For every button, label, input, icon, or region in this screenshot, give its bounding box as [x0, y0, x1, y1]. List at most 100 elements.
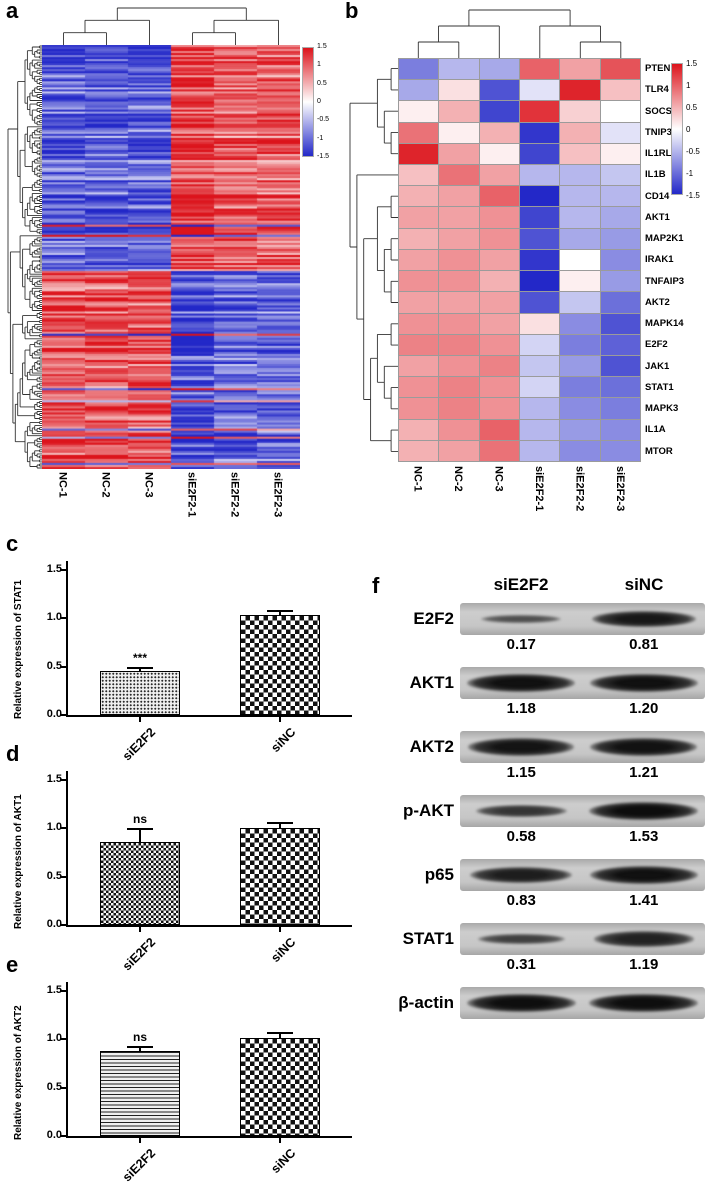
error-bar-cap: [127, 666, 153, 669]
y-axis-tick-label: 0.5: [46, 1080, 62, 1093]
heatmap-cell: [560, 80, 600, 101]
blot-band: [591, 610, 696, 628]
gene-label: TLR4: [645, 84, 669, 96]
gene-label: E2F2: [645, 339, 668, 351]
blot-quantification-value: 1.21: [629, 764, 659, 781]
panel-e: e Relative expression of AKT2 0.0 0.5 1.0 1…: [0, 952, 360, 1192]
blot-strip: [460, 795, 705, 827]
x-axis-tick: [279, 927, 281, 932]
blot-strip: [460, 859, 705, 891]
heatmap-cell: [600, 377, 640, 398]
colorbar-tick-label: -1: [686, 169, 694, 178]
panel-d-plot: 0.0 0.5 1.0 1.5 ns siE2F2 siNC: [0, 741, 360, 981]
y-axis-tick-label: 1.0: [46, 821, 62, 834]
heatmap-cell: [600, 80, 640, 101]
blot-quantification-value: 1.15: [506, 764, 536, 781]
heatmap-cell: [399, 271, 439, 292]
panel-a-colorbar: [302, 47, 314, 157]
sample-label: siE2F2-2: [573, 466, 586, 512]
heatmap-cell: [479, 377, 519, 398]
heatmap-cell: [560, 165, 600, 186]
blot-band: [594, 931, 694, 947]
heatmap-cell: [479, 80, 519, 101]
sample-label: NC-3: [492, 466, 505, 492]
panel-d: d Relative expression of AKT1 0.0 0.5 1.0 1…: [0, 741, 360, 973]
x-axis-tick: [279, 1138, 281, 1143]
blot-band: [475, 804, 567, 818]
heatmap-cell: [560, 249, 600, 271]
heatmap-cell: [519, 313, 560, 334]
heatmap-cell: [600, 313, 640, 334]
colorbar-tick-label: -1: [317, 134, 324, 142]
colorbar-tick-label: 1: [317, 61, 321, 69]
heatmap-cell: [479, 355, 519, 377]
y-axis-tick: [60, 875, 66, 878]
gene-label: MTOR: [645, 445, 673, 457]
dendrogram-lines: [63, 7, 279, 45]
panel-c-label: c: [6, 531, 19, 556]
panel-c-plot: 0.0 0.5 1.0 1.5 *** siE2F2 siNC: [0, 531, 360, 771]
y-axis-tick: [60, 989, 66, 992]
y-axis-tick-label: 1.5: [46, 562, 62, 575]
gene-label: IL1B: [645, 169, 666, 181]
gene-label: IRAK1: [645, 254, 674, 266]
western-blot-column-header-siE2F2: siE2F2: [493, 575, 549, 594]
heatmap-cell: [600, 292, 640, 313]
heatmap-cell: [439, 377, 479, 398]
heatmap-cell: [519, 207, 560, 228]
heatmap-cell: [439, 165, 479, 186]
x-axis-line: [66, 925, 352, 927]
heatmap-cell: [519, 355, 560, 377]
heatmap-cell: [399, 143, 439, 165]
sample-label: siE2F2-1: [185, 472, 198, 518]
heatmap-cell: [600, 143, 640, 165]
heatmap-cell: [479, 186, 519, 207]
panel-a-heatmap: [42, 45, 300, 469]
heatmap-cell: [439, 271, 479, 292]
gene-label: SOCS1: [645, 105, 678, 117]
heatmap-cell: [519, 80, 560, 101]
error-bar-line: [139, 667, 141, 672]
significance-label: ns: [132, 812, 147, 827]
error-bar-cap: [267, 1032, 293, 1035]
heatmap-cell: [399, 398, 439, 419]
heatmap-cell: [439, 440, 479, 461]
heatmap-cell: [560, 313, 600, 334]
heatmap-cell: [439, 249, 479, 271]
heatmap-cell: [479, 419, 519, 440]
blot-band: [589, 673, 698, 693]
error-bar-cap: [267, 822, 293, 825]
heatmap-cell: [479, 143, 519, 165]
panel-a-colorbar-ticks: 1.5 1 0.5 0 -0.5 -1 -1.5: [317, 43, 343, 160]
heatmap-cell: [439, 334, 479, 355]
heatmap-cell: [560, 440, 600, 461]
panel-a-label: a: [6, 0, 19, 23]
bar-siE2F2: [100, 671, 180, 715]
heatmap-cell: [519, 377, 560, 398]
gene-label: IL1A: [645, 424, 666, 436]
blot-strip: [460, 731, 705, 763]
heatmap-cell: [600, 122, 640, 143]
heatmap-cell: [519, 292, 560, 313]
panel-b-heatmap: [398, 58, 641, 462]
heatmap-cell: [600, 334, 640, 355]
gene-label: IL1RL1: [645, 148, 677, 159]
blot-quantification-value: 1.20: [629, 700, 659, 717]
colorbar-tick-label: 0: [686, 125, 691, 134]
panel-b-column-labels: NC-1 NC-2 NC-3 siE2F2-1 siE2F2-2 siE2F2-3: [398, 466, 641, 524]
heatmap-cell: [439, 80, 479, 101]
y-axis-line: [66, 561, 68, 717]
heatmap-cell: [600, 165, 640, 186]
heatmap-cell: [600, 228, 640, 249]
heatmap-cell: [399, 249, 439, 271]
colorbar-tick-label: 0.5: [686, 103, 698, 112]
sample-label: NC-1: [56, 472, 69, 498]
heatmap-cell: [519, 334, 560, 355]
panel-b-gene-labels: PTEN TLR4 SOCS1 TNIP3 IL1RL1 IL1B CD14 AKT1 MAP2…: [645, 58, 705, 462]
panel-d-label: d: [6, 741, 20, 766]
heatmap-cell: [560, 143, 600, 165]
heatmap-cell: [479, 313, 519, 334]
colorbar-tick-label: 1.5: [317, 43, 327, 50]
blot-protein-label: STAT1: [402, 929, 454, 948]
heatmap-cell: [600, 249, 640, 271]
